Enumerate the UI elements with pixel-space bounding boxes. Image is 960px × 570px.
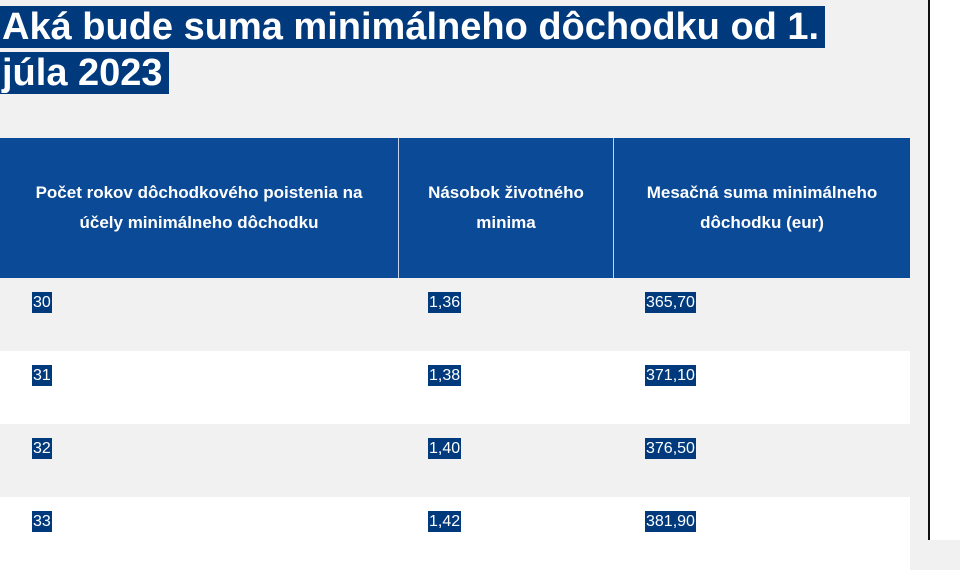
cell-amount: 371,10 bbox=[614, 351, 910, 424]
cell-years-value: 32 bbox=[32, 438, 52, 459]
cell-multiple-value: 1,38 bbox=[428, 365, 462, 386]
cell-amount-value: 365,70 bbox=[645, 292, 696, 313]
table-row: 31 1,38 371,10 bbox=[0, 351, 910, 424]
cell-amount-value: 376,50 bbox=[645, 438, 696, 459]
table-row: 30 1,36 365,70 bbox=[0, 278, 910, 351]
cell-multiple: 1,36 bbox=[398, 278, 614, 351]
cell-years: 30 bbox=[0, 278, 398, 351]
page-edge bbox=[928, 0, 960, 540]
cell-amount: 381,90 bbox=[614, 497, 910, 570]
header-multiple: Násobok životného minima bbox=[398, 138, 614, 278]
cell-years-value: 30 bbox=[32, 292, 52, 313]
cell-multiple-value: 1,42 bbox=[428, 511, 462, 532]
article-page: Aká bude suma minimálneho dôchodku od 1.… bbox=[0, 4, 910, 570]
cell-multiple-value: 1,40 bbox=[428, 438, 462, 459]
cell-amount-value: 371,10 bbox=[645, 365, 696, 386]
cell-years: 32 bbox=[0, 424, 398, 497]
cell-amount: 365,70 bbox=[614, 278, 910, 351]
cell-years-value: 33 bbox=[32, 511, 52, 532]
table-row: 33 1,42 381,90 bbox=[0, 497, 910, 570]
header-years: Počet rokov dôchodkového poistenia na úč… bbox=[35, 183, 363, 232]
cell-amount-value: 381,90 bbox=[645, 511, 696, 532]
title-line-2: júla 2023 bbox=[0, 52, 169, 94]
cell-years: 31 bbox=[0, 351, 398, 424]
table-header: Počet rokov dôchodkového poistenia na úč… bbox=[0, 138, 910, 278]
cell-multiple-value: 1,36 bbox=[428, 292, 462, 313]
table-row: 32 1,40 376,50 bbox=[0, 424, 910, 497]
cell-amount: 376,50 bbox=[614, 424, 910, 497]
title-line-1: Aká bude suma minimálneho dôchodku od 1. bbox=[0, 6, 826, 48]
cell-multiple: 1,40 bbox=[398, 424, 614, 497]
minimum-pension-table: Počet rokov dôchodkového poistenia na úč… bbox=[0, 138, 910, 570]
cell-years-value: 31 bbox=[32, 365, 52, 386]
page-title: Aká bude suma minimálneho dôchodku od 1.… bbox=[0, 4, 900, 96]
cell-multiple: 1,42 bbox=[398, 497, 614, 570]
cell-multiple: 1,38 bbox=[398, 351, 614, 424]
cell-years: 33 bbox=[0, 497, 398, 570]
header-amount: Mesačná suma minimálneho dôchodku (eur) bbox=[646, 183, 878, 232]
